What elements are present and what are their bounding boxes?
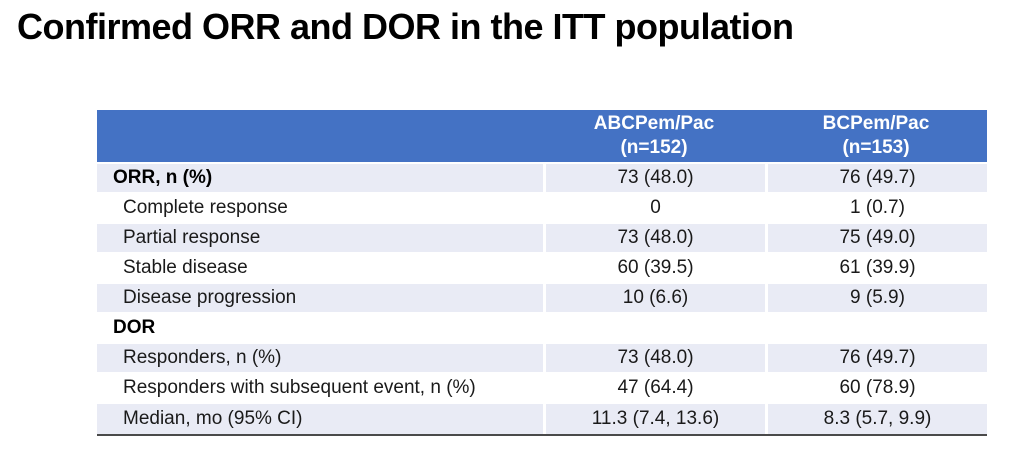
table-row: Median, mo (95% CI) 11.3 (7.4, 13.6) 8.3… xyxy=(97,404,987,434)
table-row: DOR xyxy=(97,314,987,344)
column-n: (n=153) xyxy=(842,137,910,158)
cell-value: 61 (39.9) xyxy=(765,254,987,284)
table-row: Responders, n (%) 73 (48.0) 76 (49.7) xyxy=(97,344,987,374)
row-label: Median, mo (95% CI) xyxy=(97,404,543,434)
cell-value: 73 (48.0) xyxy=(543,344,765,374)
cell-value: 1 (0.7) xyxy=(765,194,987,224)
header-empty-cell xyxy=(97,110,543,164)
cell-value: 73 (48.0) xyxy=(543,224,765,254)
cell-value: 60 (78.9) xyxy=(765,374,987,404)
cell-value: 75 (49.0) xyxy=(765,224,987,254)
cell-value: 10 (6.6) xyxy=(543,284,765,314)
row-label: Disease progression xyxy=(97,284,543,314)
header-col-abcpempac: ABCPem/Pac (n=152) xyxy=(543,110,765,164)
row-label: Complete response xyxy=(97,194,543,224)
table-body: ORR, n (%) 73 (48.0) 76 (49.7) Complete … xyxy=(97,164,987,434)
table-row: ORR, n (%) 73 (48.0) 76 (49.7) xyxy=(97,164,987,194)
row-label: Responders with subsequent event, n (%) xyxy=(97,374,543,404)
row-label: ORR, n (%) xyxy=(97,164,543,194)
cell-value xyxy=(543,314,765,344)
table-row: Stable disease 60 (39.5) 61 (39.9) xyxy=(97,254,987,284)
column-n: (n=152) xyxy=(620,137,688,158)
cell-value: 0 xyxy=(543,194,765,224)
column-label: ABCPem/Pac xyxy=(593,113,715,134)
cell-value: 76 (49.7) xyxy=(765,164,987,194)
table-row: Complete response 0 1 (0.7) xyxy=(97,194,987,224)
row-label: DOR xyxy=(97,314,543,344)
cell-value: 8.3 (5.7, 9.9) xyxy=(765,404,987,434)
table-row: Disease progression 10 (6.6) 9 (5.9) xyxy=(97,284,987,314)
page-title: Confirmed ORR and DOR in the ITT populat… xyxy=(17,6,794,47)
cell-value: 73 (48.0) xyxy=(543,164,765,194)
orr-dor-results-table: ABCPem/Pac (n=152) BCPem/Pac (n=153) ORR… xyxy=(97,110,987,436)
row-label: Partial response xyxy=(97,224,543,254)
cell-value xyxy=(765,314,987,344)
table-row: Responders with subsequent event, n (%) … xyxy=(97,374,987,404)
cell-value: 76 (49.7) xyxy=(765,344,987,374)
column-label: BCPem/Pac xyxy=(822,113,930,134)
row-label: Stable disease xyxy=(97,254,543,284)
table-header-row: ABCPem/Pac (n=152) BCPem/Pac (n=153) xyxy=(97,110,987,164)
header-col-bcpempac: BCPem/Pac (n=153) xyxy=(765,110,987,164)
cell-value: 9 (5.9) xyxy=(765,284,987,314)
cell-value: 11.3 (7.4, 13.6) xyxy=(543,404,765,434)
cell-value: 47 (64.4) xyxy=(543,374,765,404)
cell-value: 60 (39.5) xyxy=(543,254,765,284)
row-label: Responders, n (%) xyxy=(97,344,543,374)
table-row: Partial response 73 (48.0) 75 (49.0) xyxy=(97,224,987,254)
